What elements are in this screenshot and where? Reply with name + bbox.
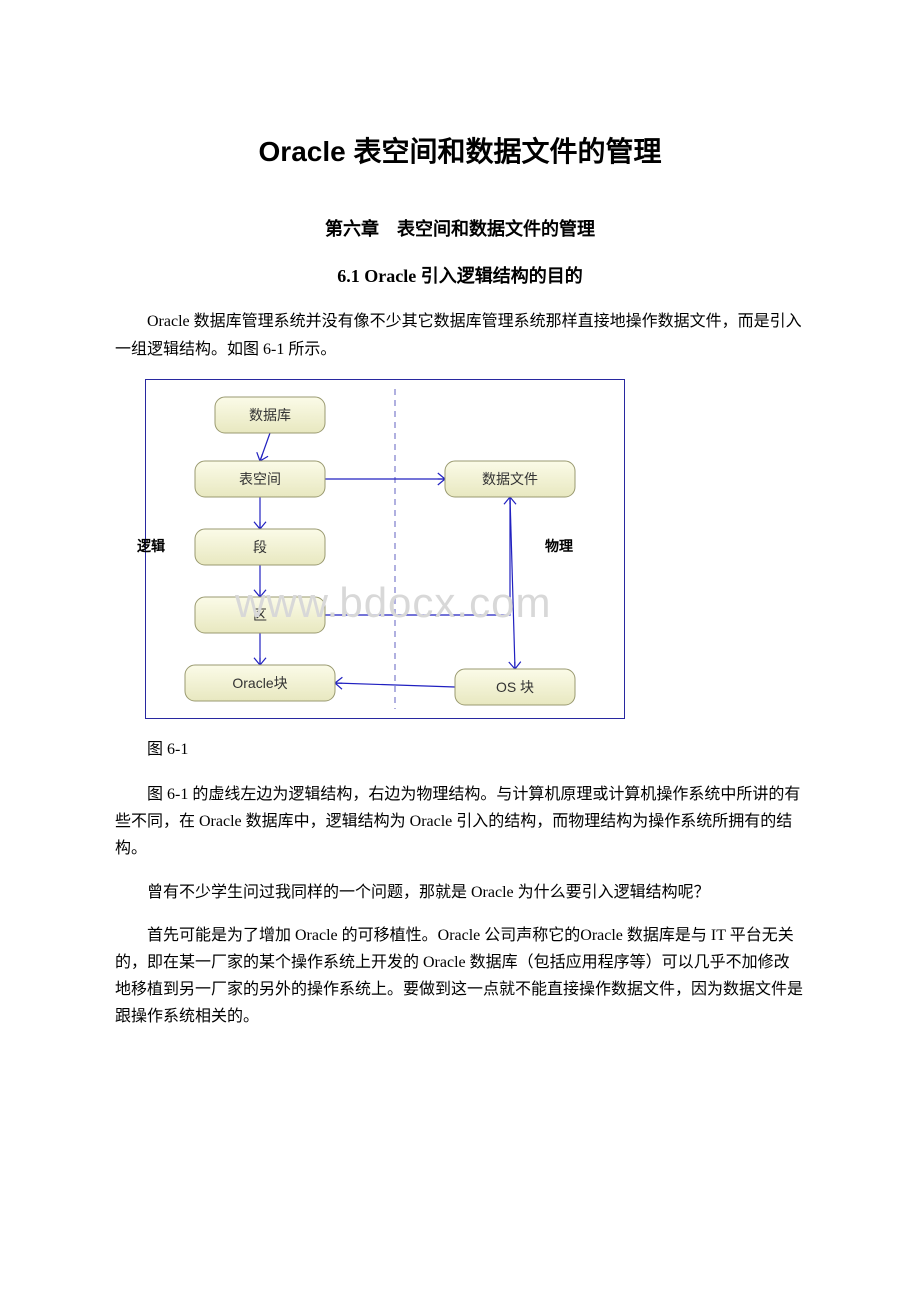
paragraph-3: 曾有不少学生问过我同样的一个问题，那就是 Oracle 为什么要引入逻辑结构呢？ — [115, 879, 805, 906]
svg-text:段: 段 — [253, 539, 267, 555]
figure-caption: 图 6-1 — [115, 737, 805, 763]
svg-text:逻辑: 逻辑 — [137, 538, 165, 555]
chapter-heading: 第六章 表空间和数据文件的管理 — [115, 215, 805, 244]
paragraph-2: 图 6-1 的虚线左边为逻辑结构，右边为物理结构。与计算机原理或计算机操作系统中… — [115, 781, 805, 863]
page-title: Oracle 表空间和数据文件的管理 — [115, 130, 805, 175]
svg-text:OS 块: OS 块 — [496, 679, 534, 695]
svg-text:数据库: 数据库 — [249, 407, 291, 423]
svg-text:Oracle块: Oracle块 — [232, 675, 287, 691]
svg-text:数据文件: 数据文件 — [482, 471, 538, 487]
svg-text:物理: 物理 — [545, 538, 573, 555]
section-heading: 6.1 Oracle 引入逻辑结构的目的 — [115, 262, 805, 291]
paragraph-4: 首先可能是为了增加 Oracle 的可移植性。Oracle 公司声称它的Orac… — [115, 922, 805, 1031]
figure-6-1: 逻辑物理数据库表空间段区Oracle块数据文件OS 块 www.bdocx.co… — [145, 379, 805, 728]
diagram-svg: 逻辑物理数据库表空间段区Oracle块数据文件OS 块 — [145, 379, 625, 719]
svg-text:区: 区 — [253, 607, 267, 623]
paragraph-1: Oracle 数据库管理系统并没有像不少其它数据库管理系统那样直接地操作数据文件… — [115, 308, 805, 362]
svg-text:表空间: 表空间 — [239, 471, 281, 487]
